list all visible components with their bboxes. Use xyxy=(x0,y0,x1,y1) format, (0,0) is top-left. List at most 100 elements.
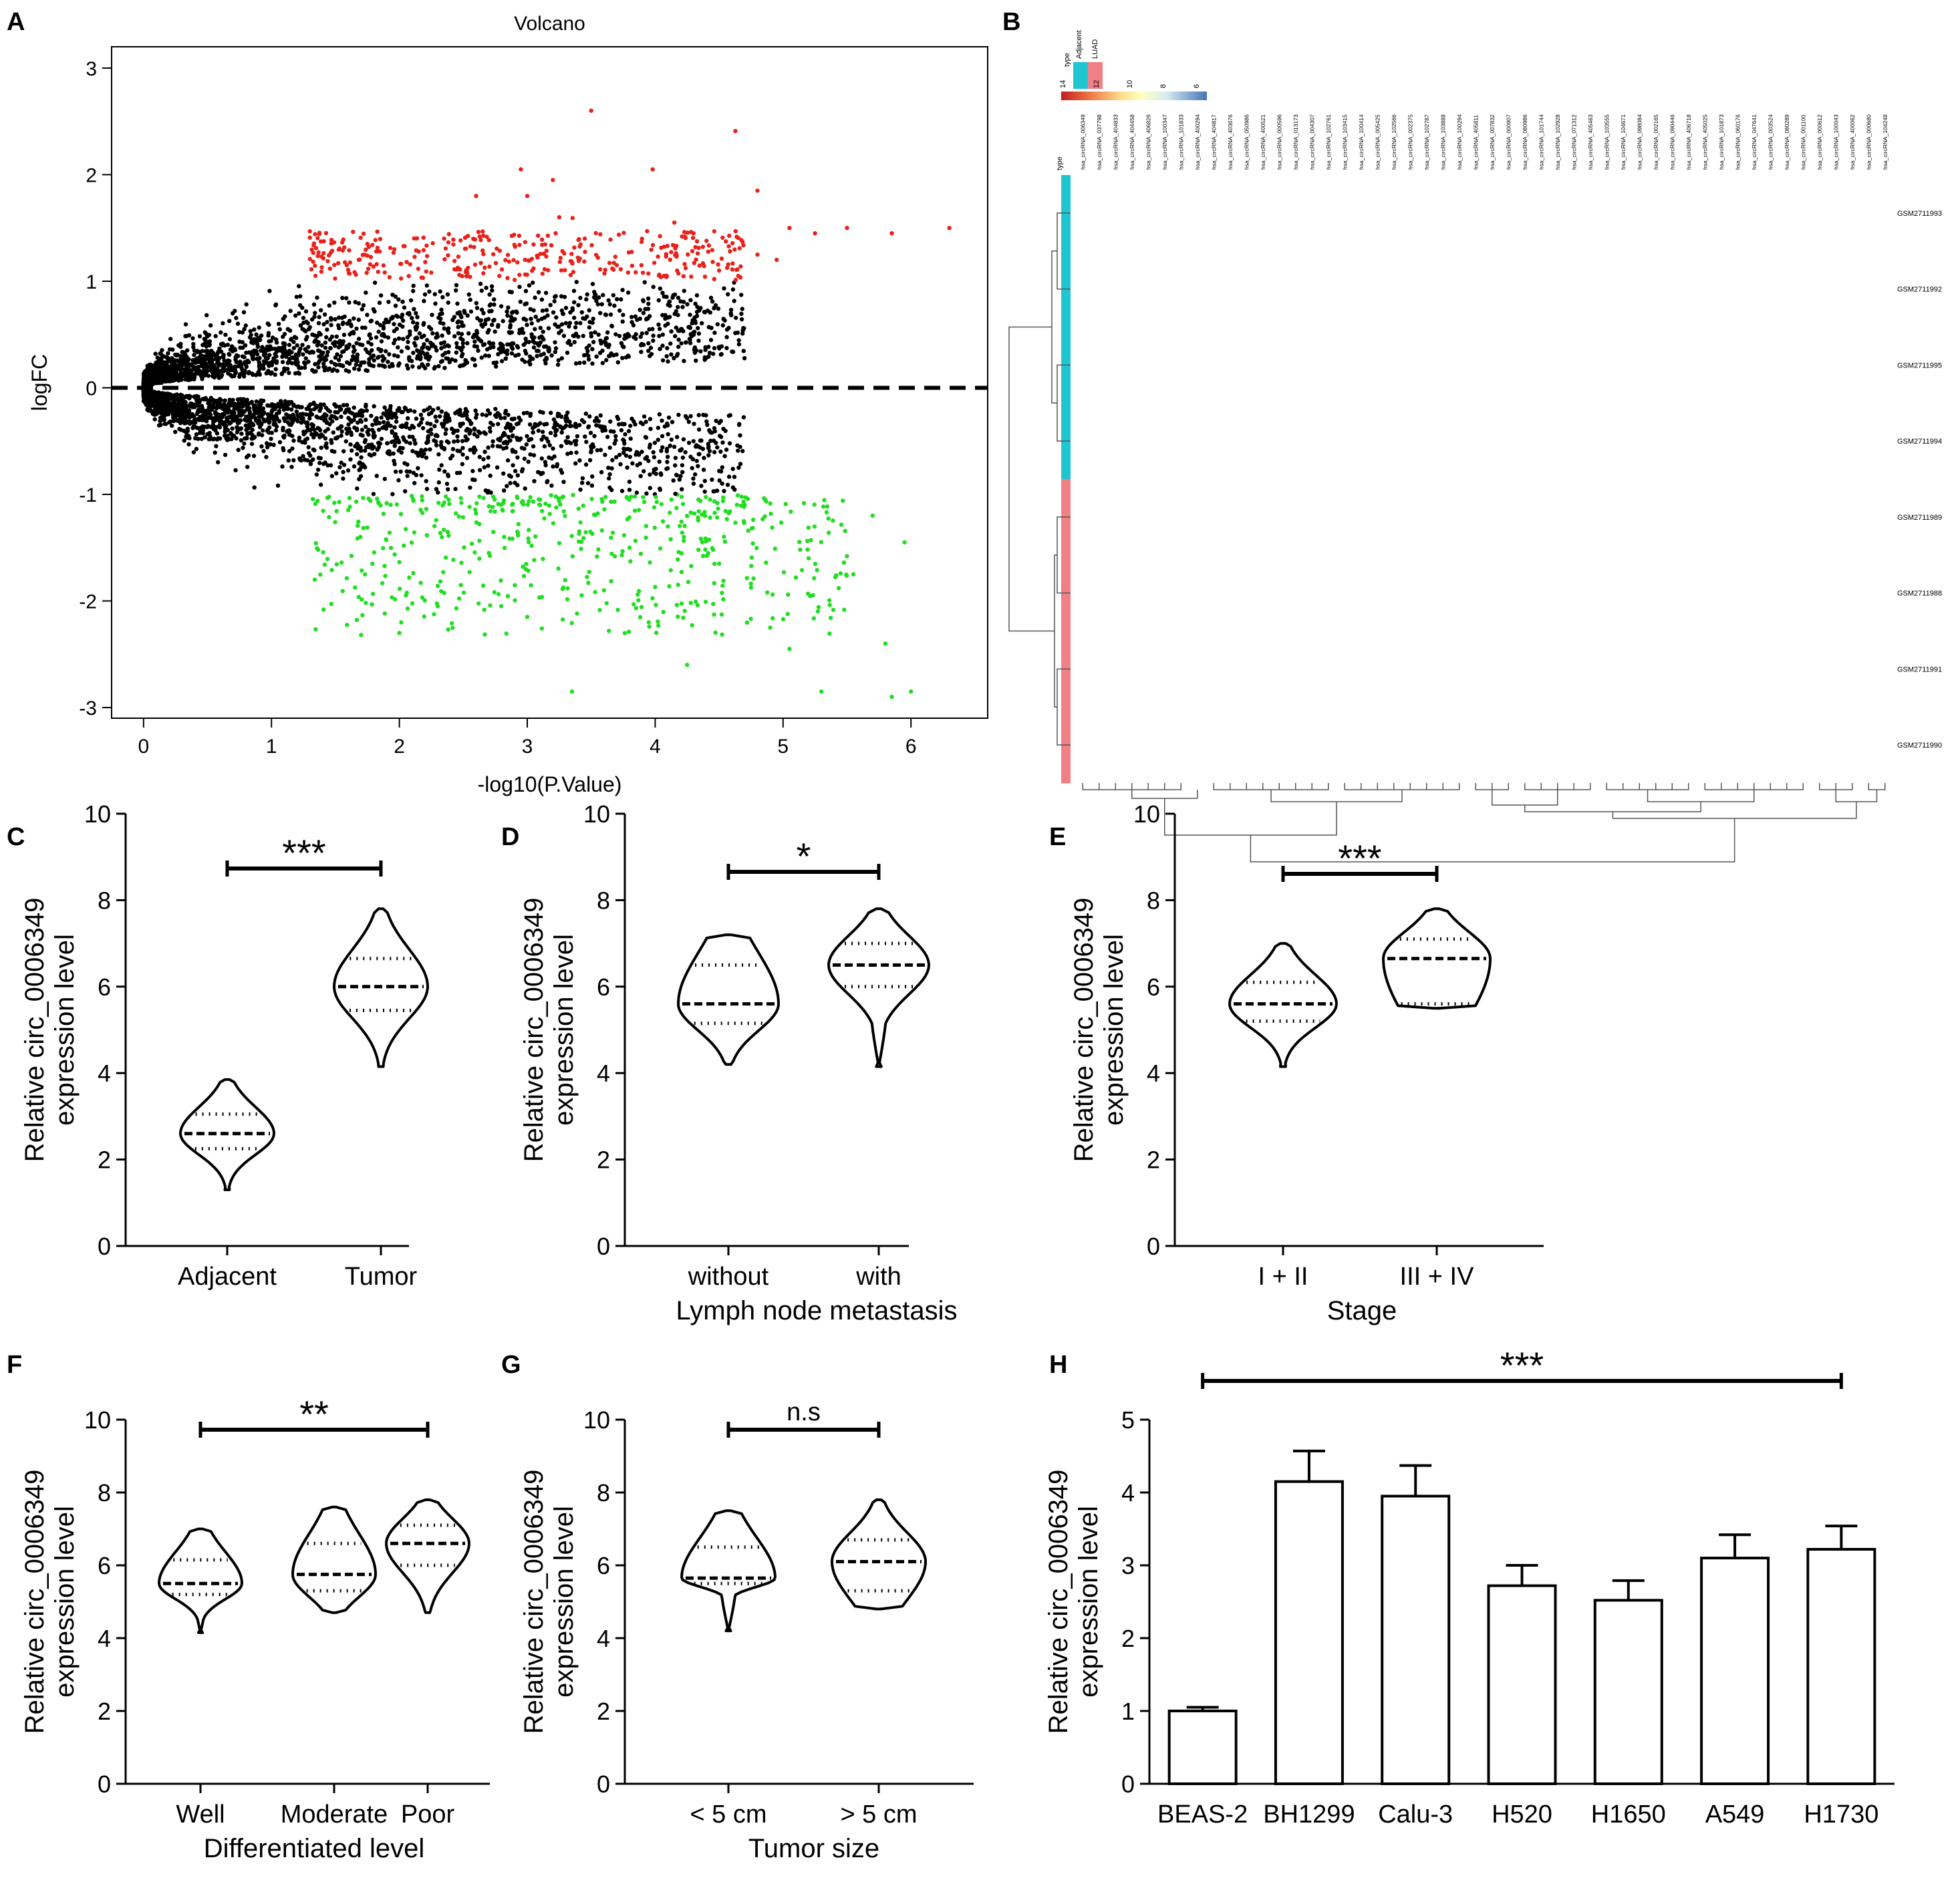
volcano-point-ns xyxy=(356,317,361,322)
volcano-point-up xyxy=(681,274,686,279)
volcano-point-down xyxy=(622,631,627,635)
volcano-point-ns xyxy=(438,443,444,448)
volcano-point-ns xyxy=(182,402,187,407)
volcano-point-ns xyxy=(328,416,333,421)
volcano-point-ns xyxy=(408,426,412,431)
volcano-point-down xyxy=(474,501,479,506)
volcano-y-tick-label: 2 xyxy=(86,164,97,186)
volcano-point-up xyxy=(686,252,690,257)
volcano-point-ns xyxy=(392,329,396,333)
volcano-point-ns xyxy=(382,476,387,482)
volcano-point-ns xyxy=(523,289,529,293)
volcano-point-ns xyxy=(285,420,291,425)
volcano-point-down xyxy=(638,551,644,557)
volcano-point-ns xyxy=(488,473,493,478)
volcano-point-down xyxy=(811,616,817,621)
volcano-point-ns xyxy=(167,420,172,425)
volcano-point-ns xyxy=(349,430,354,435)
volcano-point-ns xyxy=(656,298,661,303)
volcano-point-ns xyxy=(531,308,536,313)
volcano-point-ns xyxy=(332,449,337,454)
volcano-point-ns xyxy=(607,353,612,358)
volcano-point-ns xyxy=(277,327,282,332)
volcano-point-up xyxy=(505,276,510,281)
volcano-point-down xyxy=(831,518,835,523)
volcano-point-ns xyxy=(407,358,412,363)
volcano-point-ns xyxy=(321,462,326,466)
volcano-point-ns xyxy=(265,441,269,446)
volcano-point-down xyxy=(325,557,330,561)
volcano-point-ns xyxy=(724,335,729,339)
volcano-point-ns xyxy=(313,361,317,367)
volcano-point-down xyxy=(636,508,642,512)
volcano-point-ns xyxy=(372,435,376,440)
volcano-point-ns xyxy=(328,345,333,351)
volcano-point-ns xyxy=(656,438,660,442)
volcano-point-up xyxy=(323,230,329,236)
volcano-point-ns xyxy=(511,417,515,422)
volcano-point-ns xyxy=(491,439,495,444)
volcano-point-ns xyxy=(251,454,257,458)
volcano-point-ns xyxy=(240,340,245,345)
volcano-point-down xyxy=(344,576,349,581)
volcano-point-ns xyxy=(648,486,652,490)
volcano-y-axis-label: logFC xyxy=(27,354,51,411)
volcano-point-ns xyxy=(217,355,222,361)
volcano-point-down xyxy=(700,512,704,517)
volcano-point-ns xyxy=(265,416,271,421)
volcano-point-ns xyxy=(573,325,578,330)
volcano-point-ns xyxy=(414,348,420,353)
volcano-point-ns xyxy=(217,349,221,354)
volcano-point-ns xyxy=(599,470,604,474)
volcano-point-ns xyxy=(561,333,567,338)
volcano-point-ns xyxy=(323,436,328,441)
volcano-point-ns xyxy=(418,412,424,418)
volcano-point-ns xyxy=(626,354,631,359)
volcano-point-ns xyxy=(371,492,376,496)
volcano-point-ns xyxy=(475,316,480,321)
volcano-point-ns xyxy=(390,429,394,434)
volcano-point-ns xyxy=(325,353,329,358)
volcano-point-ns xyxy=(401,337,406,341)
volcano-point-ns xyxy=(702,355,707,360)
volcano-point-ns xyxy=(311,457,315,462)
volcano-point-ns xyxy=(732,299,736,303)
volcano-point-ns xyxy=(265,356,269,361)
volcano-point-ns xyxy=(579,310,584,315)
volcano-points xyxy=(141,108,952,699)
volcano-point-ns xyxy=(460,446,465,450)
volcano-point-ns xyxy=(724,345,729,351)
volcano-point-down xyxy=(712,612,716,617)
volcano-point-ns xyxy=(553,349,557,354)
volcano-point-ns xyxy=(267,347,272,352)
volcano-point-ns xyxy=(436,406,440,411)
volcano-point-ns xyxy=(375,320,380,325)
volcano-point-up xyxy=(543,242,548,247)
volcano-point-up xyxy=(589,108,593,113)
volcano-point-down xyxy=(383,573,388,579)
volcano-point-up xyxy=(319,269,324,274)
volcano-point-up xyxy=(421,235,426,240)
volcano-point-up xyxy=(399,276,404,281)
volcano-point-ns xyxy=(364,408,370,413)
volcano-point-ns xyxy=(651,333,656,338)
volcano-point-ns xyxy=(574,321,579,325)
volcano-point-ns xyxy=(468,309,474,314)
volcano-point-up xyxy=(589,243,594,248)
volcano-point-ns xyxy=(626,429,632,434)
volcano-point-ns xyxy=(311,369,316,374)
volcano-point-down xyxy=(652,505,657,510)
volcano-point-down xyxy=(537,595,542,600)
volcano-point-ns xyxy=(396,478,401,483)
volcano-point-ns xyxy=(287,348,292,353)
volcano-point-ns xyxy=(444,427,448,432)
volcano-point-ns xyxy=(356,367,362,372)
volcano-point-down xyxy=(703,547,708,552)
volcano-point-up xyxy=(710,259,715,265)
volcano-point-ns xyxy=(537,335,542,340)
volcano-point-ns xyxy=(450,317,455,323)
volcano-point-ns xyxy=(234,353,239,358)
volcano-point-ns xyxy=(722,286,726,291)
volcano-point-up xyxy=(672,220,677,225)
volcano-point-ns xyxy=(437,467,442,472)
